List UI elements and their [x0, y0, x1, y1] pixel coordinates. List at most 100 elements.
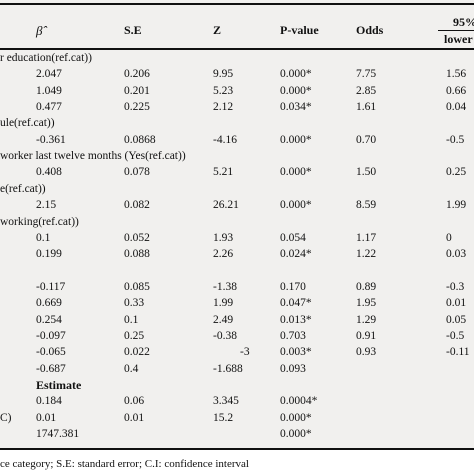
cell-beta: -0.117	[36, 280, 66, 293]
cell-z: 26.21	[213, 199, 239, 212]
group-label: working(ref.cat))	[0, 215, 79, 228]
cell-odds: 1.61	[356, 101, 377, 114]
cell-odds: 0.91	[356, 329, 377, 342]
header-ci: 95%	[453, 15, 474, 29]
cell-se: 0.088	[124, 248, 150, 261]
cell-beta: 1747.381	[36, 428, 80, 441]
cell-z: 2.49	[213, 313, 234, 326]
cell-beta: 0.1	[36, 231, 51, 244]
cell-z: 1.93	[213, 231, 234, 244]
cell-p-value: 0.0004*	[280, 395, 318, 408]
cell-ci-lower: 1.99	[446, 199, 467, 212]
cell-p-value: 0.000*	[280, 199, 312, 212]
cell-z: 15.2	[213, 411, 234, 424]
cell-beta: 0.408	[36, 166, 62, 179]
cell-ci-lower: -0.5	[446, 133, 465, 146]
cell-z: 3.345	[213, 395, 239, 408]
cell-odds: 7.75	[356, 68, 377, 81]
cell-se: 0.078	[124, 166, 150, 179]
cell-p-value: 0.000*	[280, 68, 312, 81]
cell-odds: 2.85	[356, 84, 377, 97]
cell-se: 0.225	[124, 101, 150, 114]
group-label: ule(ref.cat))	[0, 117, 55, 130]
header-ci-lower: lower	[444, 32, 473, 46]
cell-beta: -0.687	[36, 362, 66, 375]
table-top-rule	[0, 3, 474, 5]
table-bottom-rule	[0, 448, 474, 450]
cell-se: 0.01	[124, 411, 145, 424]
cell-beta: 0.184	[36, 395, 62, 408]
cell-p-value: 0.034*	[280, 101, 312, 114]
cell-z: 2.26	[213, 248, 234, 261]
cell-ci-lower: 0.03	[446, 248, 467, 261]
cell-p-value: 0.000*	[280, 166, 312, 179]
cell-z: -3	[240, 346, 250, 359]
cell-p-value: 0.703	[280, 329, 306, 342]
cell-z: 5.21	[213, 166, 234, 179]
estimate-label: Estimate	[36, 378, 82, 392]
cell-se: 0.25	[124, 329, 145, 342]
cell-se: 0.0868	[124, 133, 156, 146]
cell-z: 9.95	[213, 68, 234, 81]
cell-ci-lower: 0.05	[446, 313, 467, 326]
cell-ci-lower: 1.56	[446, 68, 467, 81]
cell-se: 0.085	[124, 280, 150, 293]
cell-ci-lower: 0.25	[446, 166, 467, 179]
cell-se: 0.206	[124, 68, 150, 81]
header-z: Z	[213, 23, 222, 37]
cell-beta: 0.199	[36, 248, 62, 261]
cell-p-value: 0.003*	[280, 346, 312, 359]
cell-ci-lower: 0.04	[446, 101, 467, 114]
cell-odds: 1.29	[356, 313, 377, 326]
cell-beta: -0.065	[36, 346, 66, 359]
cell-ci-lower: -0.3	[446, 280, 465, 293]
header-bottom-rule	[0, 48, 474, 50]
cell-z: -1.38	[213, 280, 237, 293]
cell-p-value: 0.000*	[280, 133, 312, 146]
cell-z: -4.16	[213, 133, 237, 146]
cell-beta: 1.049	[36, 84, 62, 97]
cell-p-value: 0.013*	[280, 313, 312, 326]
cell-beta: 0.01	[36, 411, 57, 424]
cell-beta: 2.047	[36, 68, 62, 81]
cell-p-value: 0.000*	[280, 428, 312, 441]
cell-p-value: 0.000*	[280, 411, 312, 424]
cell-se: 0.082	[124, 199, 150, 212]
header-p-value: P-value	[280, 23, 319, 37]
header-odds: Odds	[356, 23, 384, 37]
cell-z: -1.688	[213, 362, 243, 375]
cell-se: 0.022	[124, 346, 150, 359]
cell-ci-lower: 0	[446, 231, 452, 244]
cell-beta: -0.361	[36, 133, 66, 146]
cell-odds: 8.59	[356, 199, 377, 212]
regression-table: β̂ S.E Z P-value Odds 95% lower r educat…	[0, 0, 474, 450]
cell-beta: 0.669	[36, 297, 62, 310]
cell-p-value: 0.000*	[280, 84, 312, 97]
cell-p-value: 0.170	[280, 280, 306, 293]
cell-ci-lower: 0.66	[446, 84, 467, 97]
cell-odds: 0.93	[356, 346, 377, 359]
cell-ci-lower: -0.11	[446, 346, 470, 359]
header-beta: β̂	[36, 23, 43, 38]
cell-odds: 1.17	[356, 231, 377, 244]
cell-ci-lower: -0.5	[446, 329, 465, 342]
cell-z: 5.23	[213, 84, 234, 97]
row-stub: C)	[0, 411, 12, 424]
group-label: r education(ref.cat))	[0, 52, 92, 64]
cell-p-value: 0.024*	[280, 248, 312, 261]
cell-odds: 1.95	[356, 297, 377, 310]
cell-odds: 1.50	[356, 166, 377, 179]
cell-z: 2.12	[213, 101, 234, 114]
cell-se: 0.1	[124, 313, 139, 326]
ci-subrule	[438, 30, 474, 31]
cell-odds: 0.89	[356, 280, 377, 293]
cell-se: 0.201	[124, 84, 150, 97]
cell-p-value: 0.054	[280, 231, 306, 244]
cell-odds: 0.70	[356, 133, 377, 146]
cell-se: 0.052	[124, 231, 150, 244]
cell-z: -0.38	[213, 329, 237, 342]
cell-beta: 0.254	[36, 313, 62, 326]
cell-odds: 1.22	[356, 248, 377, 261]
cell-se: 0.33	[124, 297, 145, 310]
group-label: worker last twelve months (Yes(ref.cat))	[0, 150, 186, 163]
